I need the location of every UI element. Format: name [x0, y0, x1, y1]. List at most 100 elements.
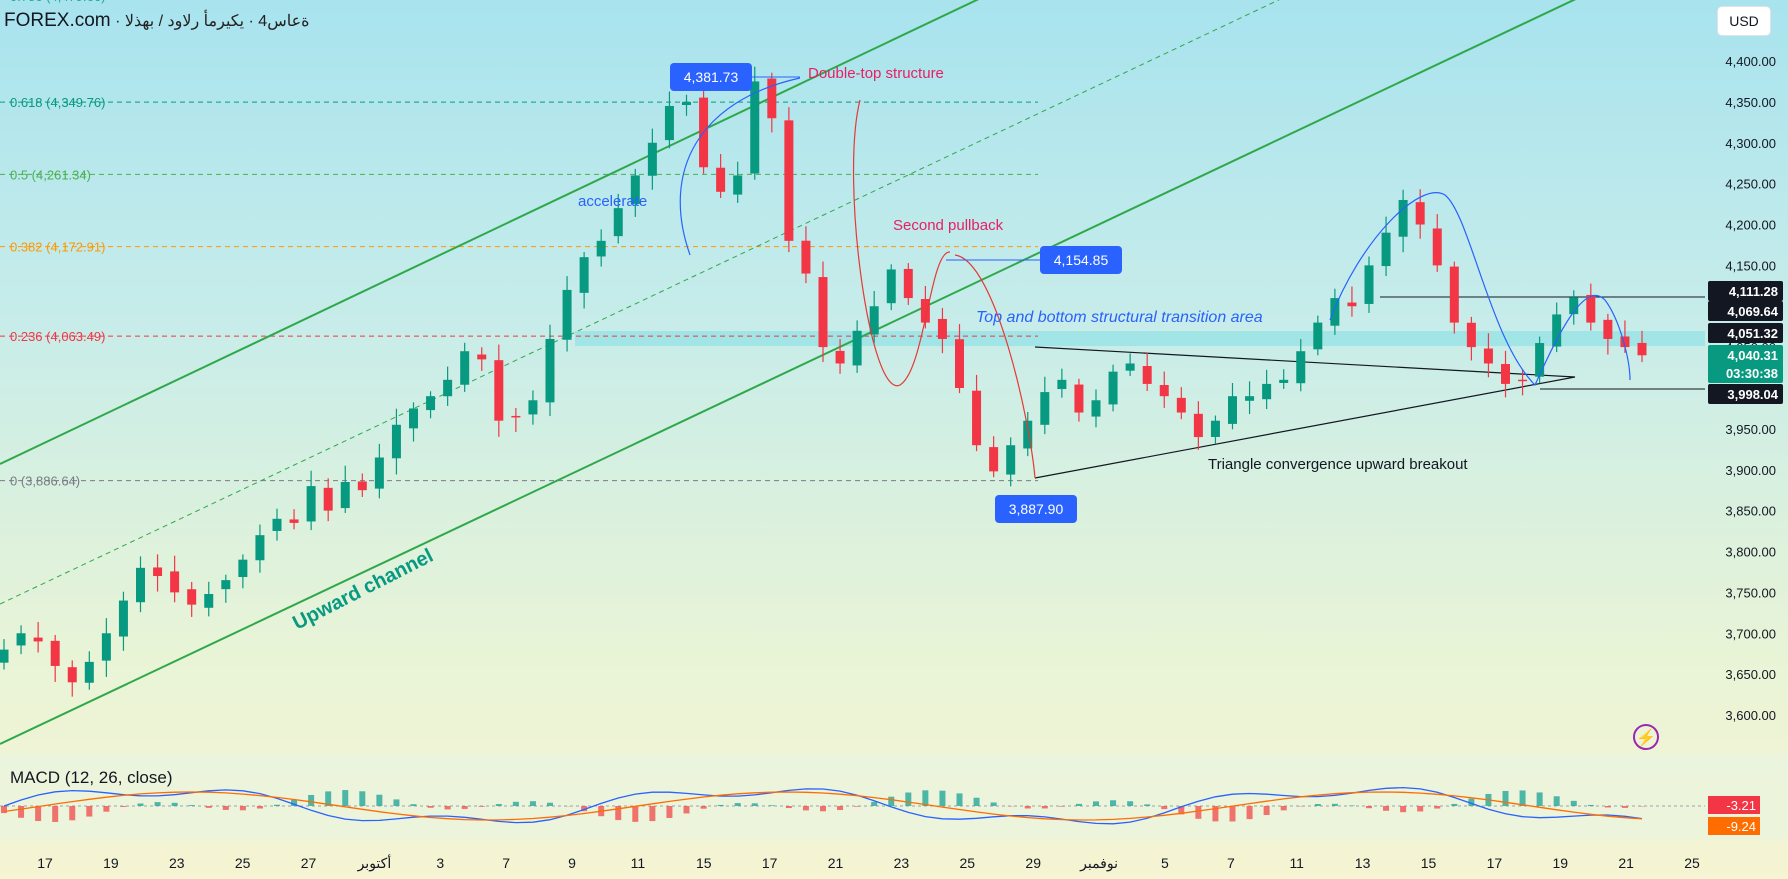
- candle-body: [1142, 366, 1152, 384]
- currency-button[interactable]: USD: [1718, 7, 1770, 35]
- time-axis-label: 3: [436, 855, 444, 871]
- macd-histogram-bar: [785, 806, 792, 809]
- candle-body: [494, 360, 504, 421]
- candle-body: [989, 447, 999, 472]
- macd-histogram-bar: [683, 806, 690, 814]
- macd-histogram-bar: [274, 804, 280, 806]
- candle-body: [562, 289, 572, 340]
- macd-histogram-bar: [171, 802, 178, 806]
- channel-lower-line: [0, 0, 1576, 745]
- macd-histogram-bar: [1417, 806, 1424, 812]
- macd-histogram-bar: [939, 790, 946, 806]
- price-axis-label: 3,850.00: [1725, 504, 1776, 519]
- candle-body: [784, 120, 794, 241]
- macd-histogram-bar: [137, 803, 144, 806]
- price-badge-label: 3,998.04: [1727, 387, 1778, 402]
- time-axis-label: 25: [235, 855, 251, 871]
- price-badge-bg: [1708, 301, 1783, 321]
- macd-histogram-bar: [376, 794, 383, 806]
- time-axis-label: 19: [103, 855, 119, 871]
- flash-icon[interactable]: ⚡: [1633, 724, 1659, 750]
- candle-body: [187, 589, 197, 605]
- time-axis-label: 11: [1289, 855, 1304, 871]
- price-badge-label: 4,111.28: [1729, 284, 1778, 299]
- candle-body: [255, 535, 265, 561]
- candle-body: [733, 175, 743, 195]
- price-axis-label: 4,400.00: [1725, 54, 1776, 69]
- macd-histogram-bar: [205, 806, 212, 808]
- time-axis-label: 29: [1025, 855, 1041, 871]
- candle-body: [511, 415, 521, 418]
- candle-body: [67, 667, 77, 683]
- candle-body: [1228, 396, 1237, 424]
- time-axis-label: 9: [568, 855, 576, 871]
- fib-level-label: 0.786 (4,479.66): [10, 0, 105, 4]
- macd-histogram-bar: [1280, 806, 1287, 811]
- price-badge-label: 03:30:38: [1726, 366, 1778, 381]
- price-axis-label: 3,600.00: [1725, 708, 1776, 723]
- macd-histogram-bar: [837, 806, 844, 811]
- candle-body: [1040, 392, 1050, 425]
- candle-body: [1057, 379, 1067, 390]
- macd-histogram-bar: [291, 799, 298, 806]
- price-badge-bg: [1708, 345, 1783, 365]
- candle-body: [1466, 322, 1476, 348]
- accelerate-label: accelerate: [578, 193, 647, 210]
- time-axis-label: 23: [169, 855, 185, 871]
- candle-body: [204, 594, 214, 608]
- macd-histogram-bar: [1400, 806, 1407, 813]
- time-axis-label: 11: [631, 855, 646, 871]
- candle-body: [767, 78, 777, 119]
- time-axis-label: 17: [1487, 855, 1503, 871]
- candle-body: [1620, 336, 1630, 348]
- candle-body: [1193, 413, 1203, 438]
- double-top-label: Double-top structure: [808, 65, 944, 82]
- candle-body: [716, 167, 726, 192]
- candle-body: [1210, 420, 1220, 437]
- macd-histogram-bar: [871, 801, 878, 806]
- candle-body: [869, 306, 879, 335]
- macd-histogram-bar: [239, 806, 246, 811]
- macd-histogram-bar: [393, 799, 400, 806]
- macd-histogram-bar: [820, 806, 826, 812]
- candle-body: [1603, 319, 1613, 339]
- macd-histogram-bar: [1058, 806, 1065, 807]
- macd-histogram-bar: [1502, 790, 1509, 806]
- price-axis-label: 3,650.00: [1725, 667, 1776, 682]
- macd-histogram-bar: [512, 801, 519, 806]
- macd-histogram-bar: [922, 790, 929, 806]
- macd-histogram-bar: [1, 806, 7, 814]
- macd-histogram-bar: [1587, 804, 1594, 806]
- time-axis-label: 23: [894, 855, 910, 871]
- candle-body: [903, 268, 913, 299]
- candle-body: [1398, 199, 1408, 237]
- candle-body: [153, 567, 163, 577]
- macd-histogram-bar: [973, 797, 980, 806]
- candle-body: [1432, 228, 1442, 266]
- fib-level-label: 0.236 (4,063.49): [10, 329, 105, 344]
- candle-body: [920, 299, 930, 323]
- macd-histogram-bar: [1075, 803, 1082, 806]
- macd-histogram-bar: [1229, 806, 1236, 822]
- time-axis-label: 15: [1421, 855, 1437, 871]
- price-axis-label: 4,250.00: [1725, 177, 1776, 192]
- macd-histogram-bar: [222, 806, 229, 810]
- time-axis-label: نوفمبر: [1079, 855, 1118, 872]
- macd-histogram-bar: [359, 791, 366, 806]
- macd-histogram-bar: [1195, 806, 1202, 819]
- macd-histogram-bar: [1246, 806, 1253, 820]
- callout-low-bg: [995, 495, 1077, 523]
- candle-body: [340, 482, 350, 509]
- candle-body: [801, 240, 811, 274]
- time-axis-label: 27: [301, 855, 317, 871]
- candle-body: [528, 400, 538, 415]
- late-swing-curve: [1329, 192, 1631, 387]
- time-axis-label: 5: [1161, 855, 1169, 871]
- candle-body: [357, 481, 367, 491]
- candle-body: [1381, 232, 1391, 267]
- macd-histogram-bar: [529, 801, 536, 806]
- macd-label: MACD (12, 26, close): [10, 768, 173, 787]
- header-site: FOREX.com: [4, 10, 111, 31]
